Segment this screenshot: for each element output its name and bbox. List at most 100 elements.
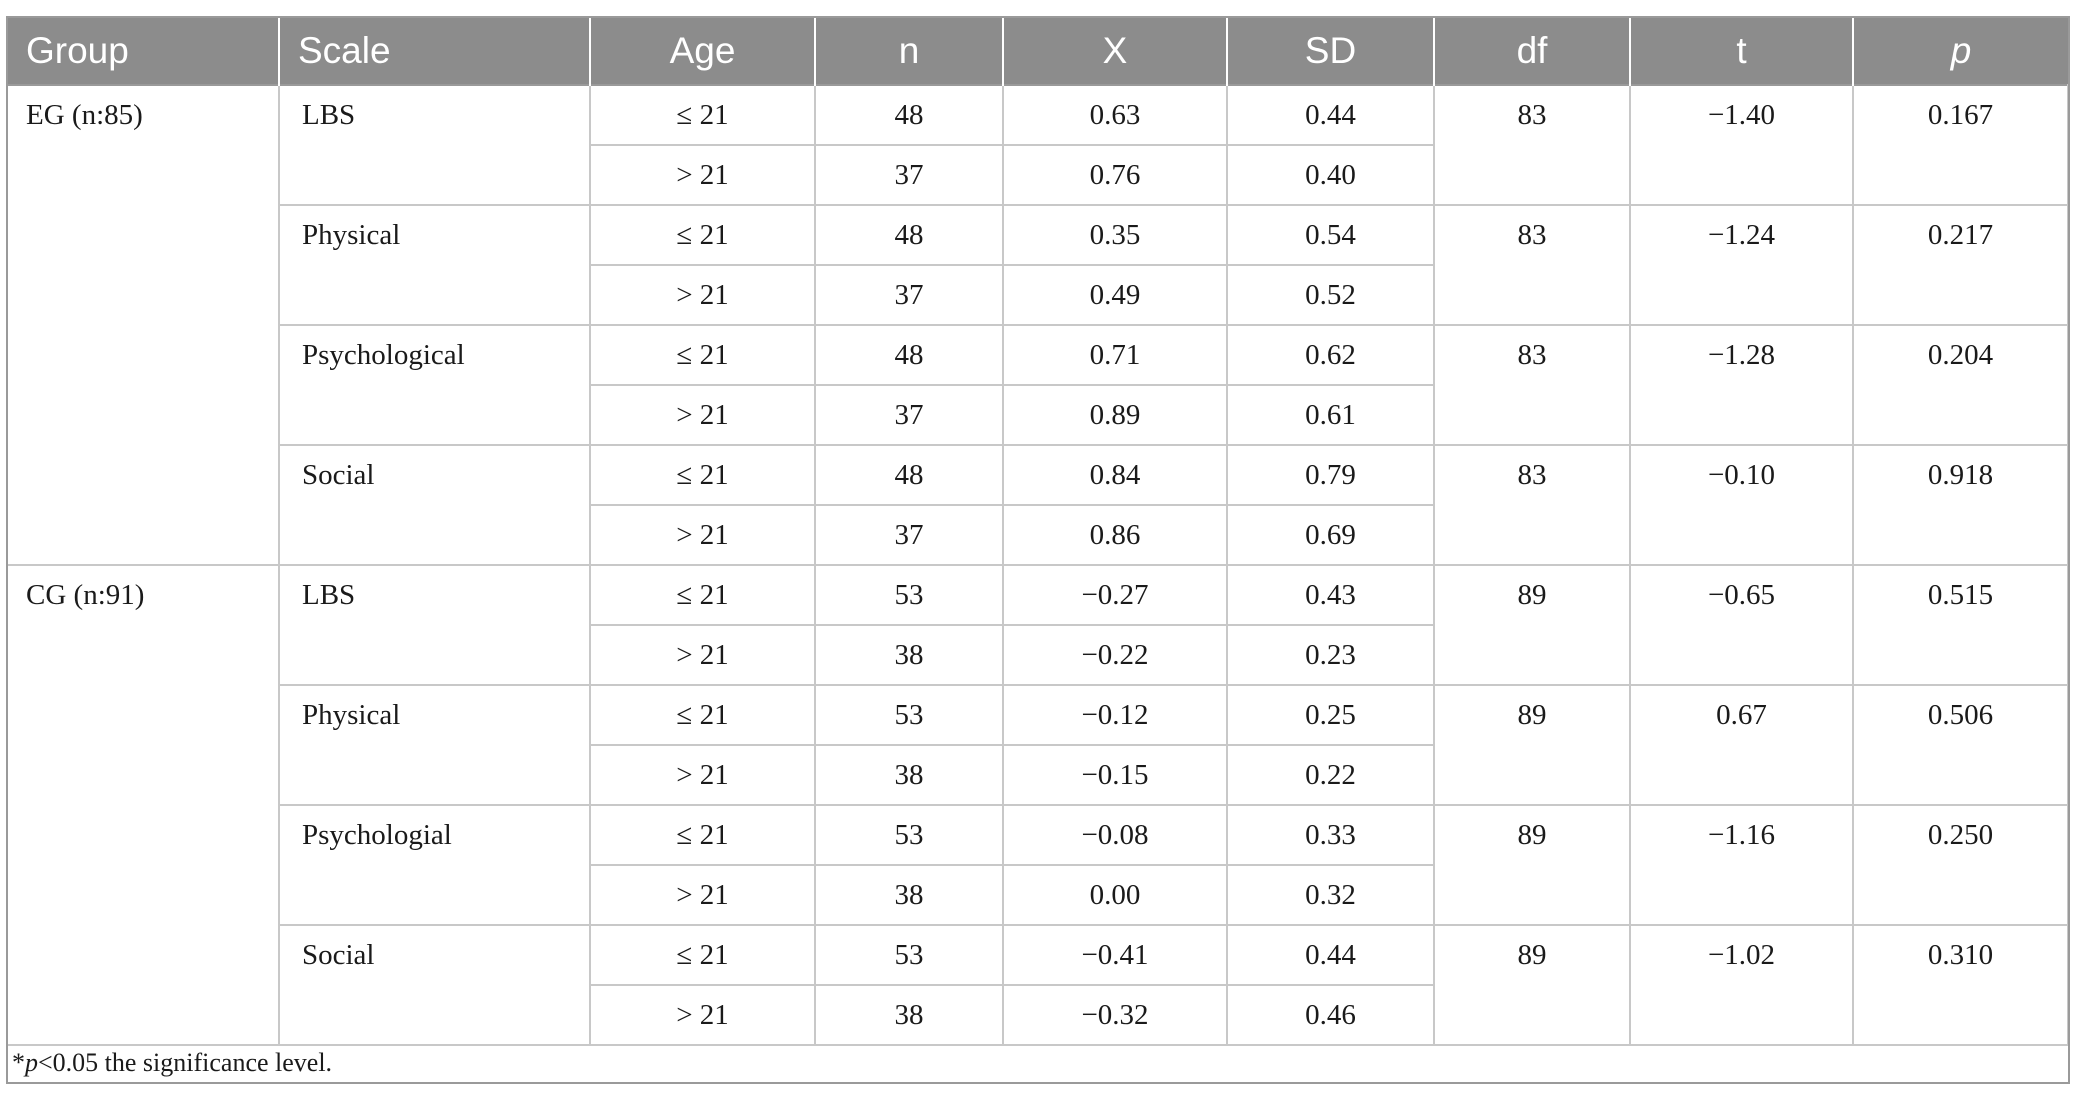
age-cell-text: ≤ 21 — [676, 699, 729, 731]
n-cell-text: 38 — [894, 879, 924, 911]
p-cell: 0.204 — [1852, 324, 2068, 446]
x-cell: 0.84 — [1002, 444, 1228, 506]
n-cell-text: 48 — [894, 339, 924, 371]
table-row: > 21 38 −0.22 0.23 — [8, 624, 2068, 686]
n-cell: 53 — [814, 564, 1004, 626]
scale-cell: LBS — [278, 564, 591, 686]
n-cell: 37 — [814, 504, 1004, 566]
table-row: Physical ≤ 21 48 0.35 0.54 83 −1.24 0.217 — [8, 204, 2068, 326]
df-cell: 83 — [1433, 204, 1631, 326]
scale-cell-text: Physical — [302, 699, 401, 731]
sd-cell: 0.32 — [1226, 864, 1435, 926]
t-cell-text: −0.10 — [1707, 459, 1776, 491]
age-cell-text: ≤ 21 — [676, 459, 729, 491]
n-cell: 37 — [814, 264, 1004, 326]
n-cell: 53 — [814, 684, 1004, 746]
x-cell-text: 0.89 — [1089, 399, 1141, 431]
age-cell-text: > 21 — [676, 759, 729, 791]
age-cell: > 21 — [589, 264, 816, 326]
n-cell: 37 — [814, 144, 1004, 206]
x-cell: −0.22 — [1002, 624, 1228, 686]
t-cell-text: −1.16 — [1707, 819, 1776, 851]
t-cell: −1.02 — [1629, 924, 1854, 1046]
n-cell-text: 48 — [894, 219, 924, 251]
scale-cell-text: LBS — [302, 579, 356, 611]
table-row: Psychologial ≤ 21 53 −0.08 0.33 89 −1.16 0.250 — [8, 804, 2068, 926]
n-cell-text: 48 — [894, 99, 924, 131]
table-frame: Group Scale Age n X SD df t p EG (n:85) L… — [6, 16, 2070, 1084]
x-cell-text: 0.84 — [1089, 459, 1141, 491]
age-cell: ≤ 21 — [589, 444, 816, 506]
header-n: n — [814, 18, 1003, 85]
scale-cell-text: LBS — [302, 99, 356, 131]
x-cell: −0.27 — [1002, 564, 1228, 626]
table-row: EG (n:85) LBS ≤ 21 48 0.63 0.44 83 −1.40 0.167 — [8, 84, 2068, 566]
table-body: EG (n:85) LBS ≤ 21 48 0.63 0.44 83 −1.40 0.167 > … — [8, 84, 2068, 1046]
sd-cell-text: 0.32 — [1305, 879, 1356, 911]
p-cell: 0.310 — [1852, 924, 2068, 1046]
df-cell-text: 89 — [1517, 579, 1547, 611]
scale-cell: Social — [278, 924, 591, 1046]
t-cell-text: −1.28 — [1707, 339, 1776, 371]
sd-cell-text: 0.44 — [1305, 939, 1356, 971]
p-cell: 0.918 — [1852, 444, 2068, 566]
scale-cell: Social — [278, 444, 591, 566]
sd-cell-text: 0.52 — [1305, 279, 1356, 311]
age-cell: ≤ 21 — [589, 204, 816, 266]
sd-cell: 0.46 — [1226, 984, 1435, 1046]
group-cell: EG (n:85) — [8, 84, 280, 566]
age-cell: ≤ 21 — [589, 804, 816, 866]
n-cell: 38 — [814, 624, 1004, 686]
x-cell: −0.41 — [1002, 924, 1228, 986]
age-cell-text: > 21 — [676, 999, 729, 1031]
age-cell-text: > 21 — [676, 519, 729, 551]
x-cell-text: −0.15 — [1081, 759, 1149, 791]
x-cell-text: 0.76 — [1089, 159, 1141, 191]
x-cell: −0.32 — [1002, 984, 1228, 1046]
table-row: > 21 38 −0.32 0.46 — [8, 984, 2068, 1046]
x-cell-text: 0.00 — [1089, 879, 1141, 911]
x-cell: −0.12 — [1002, 684, 1228, 746]
sd-cell: 0.79 — [1226, 444, 1435, 506]
n-cell-text: 37 — [894, 519, 924, 551]
n-cell-text: 38 — [894, 759, 924, 791]
header-df: df — [1433, 18, 1630, 85]
p-cell-text: 0.506 — [1927, 699, 1994, 731]
n-cell-text: 53 — [894, 819, 924, 851]
table-row: > 21 38 0.00 0.32 — [8, 864, 2068, 926]
x-cell: 0.35 — [1002, 204, 1228, 266]
t-cell-text: −1.24 — [1707, 219, 1776, 251]
header-row: Group Scale Age n X SD df t p — [8, 18, 2068, 85]
scale-cell-text: Social — [302, 939, 375, 971]
sd-cell: 0.61 — [1226, 384, 1435, 446]
x-cell: 0.63 — [1002, 84, 1228, 146]
n-cell-text: 53 — [894, 579, 924, 611]
p-cell: 0.217 — [1852, 204, 2068, 326]
p-cell-text: 0.217 — [1927, 219, 1994, 251]
p-cell: 0.506 — [1852, 684, 2068, 806]
n-cell: 38 — [814, 744, 1004, 806]
age-cell: > 21 — [589, 384, 816, 446]
n-cell: 37 — [814, 384, 1004, 446]
sd-cell: 0.52 — [1226, 264, 1435, 326]
p-cell-text: 0.204 — [1927, 339, 1994, 371]
sd-cell: 0.62 — [1226, 324, 1435, 386]
x-cell: 0.89 — [1002, 384, 1228, 446]
sd-cell-text: 0.22 — [1305, 759, 1356, 791]
x-cell-text: 0.71 — [1089, 339, 1141, 371]
n-cell: 48 — [814, 324, 1004, 386]
df-cell: 89 — [1433, 684, 1631, 806]
age-cell: > 21 — [589, 144, 816, 206]
sd-cell: 0.69 — [1226, 504, 1435, 566]
age-cell: ≤ 21 — [589, 924, 816, 986]
n-cell: 48 — [814, 444, 1004, 506]
scale-cell: Physical — [278, 204, 591, 326]
scale-cell: Psychological — [278, 324, 591, 446]
header-x: X — [1002, 18, 1227, 85]
x-cell: −0.08 — [1002, 804, 1228, 866]
x-cell: 0.49 — [1002, 264, 1228, 326]
age-cell-text: > 21 — [676, 639, 729, 671]
age-cell-text: > 21 — [676, 399, 729, 431]
age-cell: > 21 — [589, 744, 816, 806]
t-cell: 0.67 — [1629, 684, 1854, 806]
